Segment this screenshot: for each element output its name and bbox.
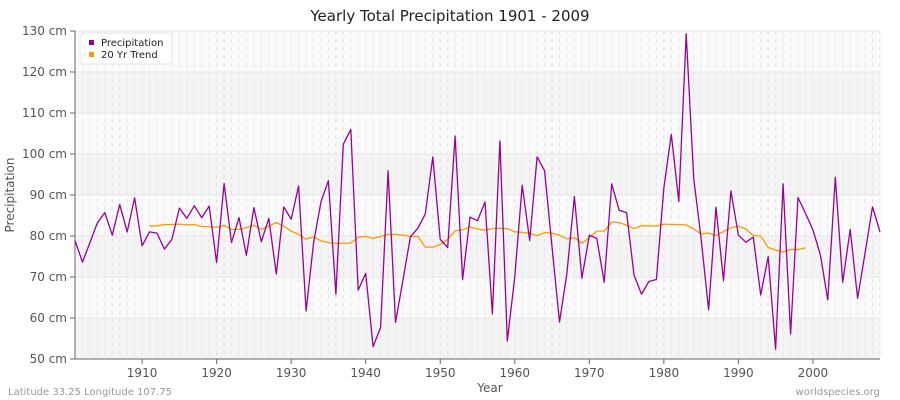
x-tick-label: 1960 bbox=[499, 366, 530, 380]
y-tick-label: 130 cm bbox=[22, 24, 67, 38]
legend-label-trend: 20 Yr Trend bbox=[101, 50, 158, 61]
grid-lines bbox=[74, 30, 881, 360]
y-tick-label: 100 cm bbox=[22, 147, 67, 161]
footer-source: worldspecies.org bbox=[796, 387, 880, 398]
axes: 50 cm 60 cm 70 cm 80 cm 90 cm 100 cm 110 cm 120… bbox=[22, 24, 880, 380]
y-tick-label: 60 cm bbox=[30, 311, 67, 325]
x-tick-label: 1980 bbox=[649, 366, 680, 380]
y-tick-label: 120 cm bbox=[22, 65, 67, 79]
legend: Precipitation 20 Yr Trend bbox=[79, 32, 173, 65]
x-tick-label: 1940 bbox=[350, 366, 381, 380]
y-axis-title: Precipitation bbox=[3, 157, 17, 232]
y-tick-label: 90 cm bbox=[30, 188, 67, 202]
y-tick-label: 50 cm bbox=[30, 352, 67, 366]
precipitation-line bbox=[74, 33, 881, 350]
legend-swatch-precipitation bbox=[89, 40, 94, 45]
y-tick-label: 80 cm bbox=[30, 229, 67, 243]
x-tick-label: 1950 bbox=[425, 366, 456, 380]
legend-swatch-trend bbox=[89, 52, 94, 57]
footer-coordinates: Latitude 33.25 Longitude 107.75 bbox=[8, 387, 172, 398]
legend-box bbox=[79, 32, 173, 65]
x-tick-label: 1970 bbox=[574, 366, 605, 380]
x-tick-label: 1990 bbox=[723, 366, 754, 380]
x-axis-title: Year bbox=[476, 381, 502, 395]
x-tick-label: 2000 bbox=[798, 366, 829, 380]
legend-label-precipitation: Precipitation bbox=[101, 38, 164, 49]
y-tick-label: 70 cm bbox=[30, 270, 67, 284]
x-tick-label: 1930 bbox=[276, 366, 307, 380]
x-tick-label: 1910 bbox=[127, 366, 158, 380]
chart-title: Yearly Total Precipitation 1901 - 2009 bbox=[309, 7, 589, 25]
data-series bbox=[74, 33, 881, 350]
x-tick-label: 1920 bbox=[201, 366, 232, 380]
y-tick-label: 110 cm bbox=[22, 106, 67, 120]
